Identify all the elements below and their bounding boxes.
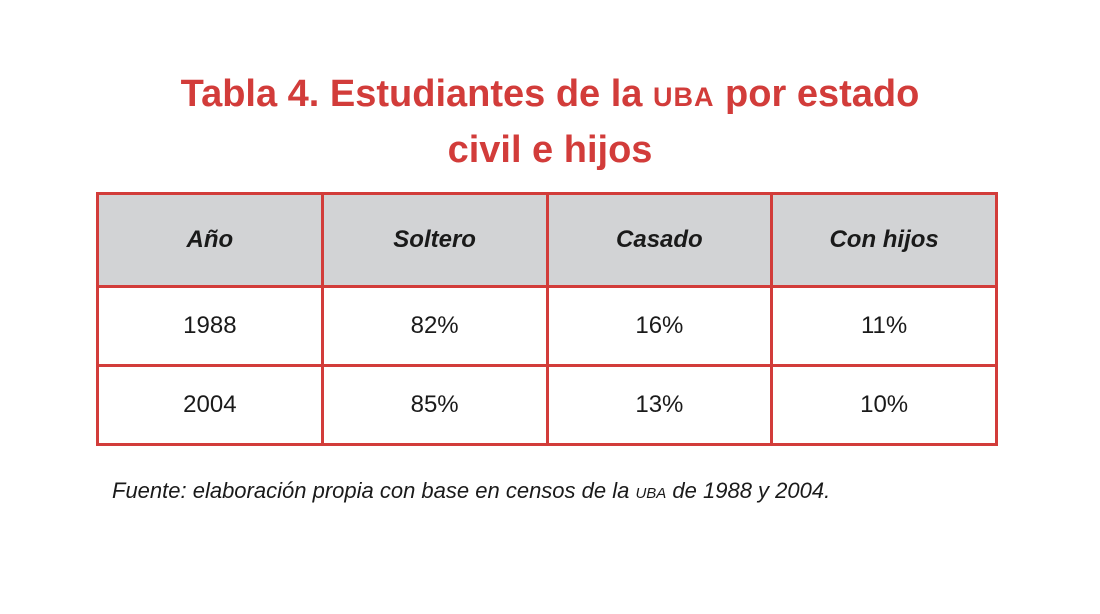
header-single: Soltero bbox=[320, 192, 549, 288]
source-prefix: Fuente: elaboración propia con base en c… bbox=[112, 478, 636, 503]
table-title-line-1: Tabla 4. Estudiantes de la UBA por estad… bbox=[0, 66, 1100, 122]
cell-year: 2004 bbox=[96, 364, 324, 446]
header-year: Año bbox=[96, 192, 324, 288]
source-suffix: de 1988 y 2004. bbox=[666, 478, 831, 503]
table-title-line-2: civil e hijos bbox=[447, 129, 653, 171]
header-married: Casado bbox=[545, 192, 774, 288]
table-row: 2004 85% 13% 10% bbox=[96, 364, 998, 446]
title-acronym: UBA bbox=[653, 73, 715, 115]
data-table: Año Soltero Casado Con hijos 1988 82% 16… bbox=[96, 192, 998, 446]
cell-with-children: 11% bbox=[770, 285, 998, 367]
table-header-row: Año Soltero Casado Con hijos bbox=[96, 192, 998, 288]
cell-married: 13% bbox=[545, 364, 774, 446]
title-suffix: por estado bbox=[714, 73, 920, 115]
cell-single: 85% bbox=[320, 364, 549, 446]
table-row: 1988 82% 16% 11% bbox=[96, 285, 998, 367]
title-prefix: Tabla 4. Estudiantes de la bbox=[180, 73, 653, 115]
cell-year: 1988 bbox=[96, 285, 324, 367]
source-acronym: UBA bbox=[635, 478, 667, 503]
header-with-children: Con hijos bbox=[770, 192, 998, 288]
source-note: Fuente: elaboración propia con base en c… bbox=[112, 478, 830, 504]
cell-married: 16% bbox=[545, 285, 774, 367]
cell-with-children: 10% bbox=[770, 364, 998, 446]
cell-single: 82% bbox=[320, 285, 549, 367]
table-title: Tabla 4. Estudiantes de la UBA por estad… bbox=[0, 66, 1100, 178]
